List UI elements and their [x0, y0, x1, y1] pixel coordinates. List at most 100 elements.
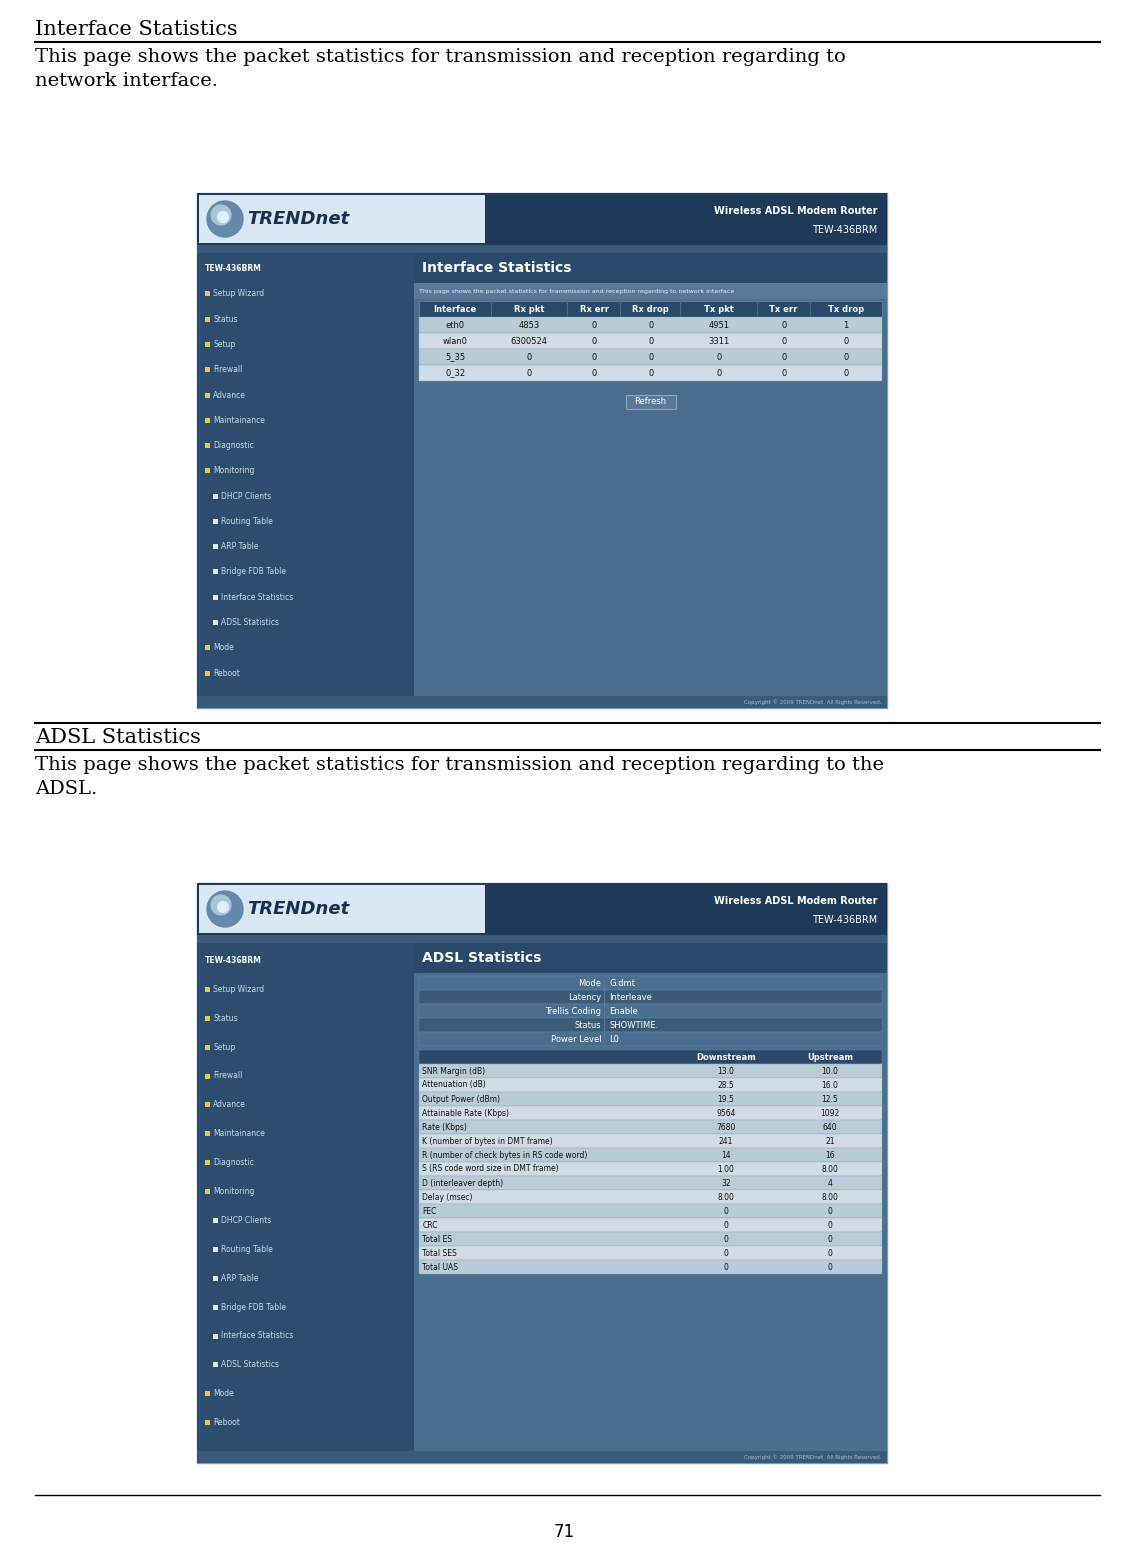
Bar	[205, 1160, 210, 1164]
Text: 0: 0	[781, 369, 786, 378]
Text: Tx drop: Tx drop	[828, 305, 864, 314]
Bar	[420, 1078, 882, 1093]
Text: Wireless ADSL Modem Router: Wireless ADSL Modem Router	[714, 896, 876, 907]
Text: 0: 0	[723, 1207, 729, 1216]
Text: 1092: 1092	[820, 1108, 839, 1118]
Bar	[205, 342, 210, 347]
Text: Interface Statistics: Interface Statistics	[422, 261, 572, 275]
Bar	[420, 302, 882, 317]
Bar	[205, 1102, 210, 1108]
Bar	[197, 883, 887, 935]
Bar	[420, 333, 882, 349]
Circle shape	[218, 211, 228, 222]
Bar	[205, 1044, 210, 1050]
Bar	[205, 986, 210, 993]
Text: 0: 0	[716, 369, 722, 378]
Bar	[420, 317, 882, 333]
Bar	[197, 696, 887, 708]
Bar	[197, 192, 887, 708]
Circle shape	[218, 902, 228, 913]
Bar	[199, 885, 485, 933]
Text: Diagnostic: Diagnostic	[213, 1158, 254, 1168]
Text: 0: 0	[723, 1249, 729, 1258]
Text: Setup: Setup	[213, 1043, 236, 1052]
Text: 241: 241	[719, 1136, 733, 1146]
Text: Bridge FDB Table: Bridge FDB Table	[221, 567, 287, 577]
Bar	[420, 1107, 882, 1121]
Text: 0: 0	[591, 369, 597, 378]
Text: Refresh: Refresh	[635, 397, 667, 406]
Bar	[420, 1003, 882, 1018]
Text: Attenuation (dB): Attenuation (dB)	[422, 1080, 486, 1089]
Bar	[420, 975, 882, 989]
Text: Trellis Coding: Trellis Coding	[546, 1007, 601, 1016]
Bar	[205, 646, 210, 650]
Text: Diagnostic: Diagnostic	[213, 441, 254, 450]
Text: Output Power (dBm): Output Power (dBm)	[422, 1094, 501, 1103]
Text: Copyright © 2009 TRENDnet. All Rights Reserved.: Copyright © 2009 TRENDnet. All Rights Re…	[744, 1454, 882, 1460]
Text: ARP Table: ARP Table	[221, 542, 258, 552]
Bar	[420, 1093, 882, 1107]
Text: Interface Statistics: Interface Statistics	[221, 1332, 293, 1341]
Bar	[420, 349, 882, 366]
Text: TEW-436BRM: TEW-436BRM	[812, 225, 876, 236]
Bar	[420, 1147, 882, 1161]
Text: Setup Wizard: Setup Wizard	[213, 289, 264, 299]
Bar	[420, 1032, 882, 1046]
Bar	[205, 1074, 210, 1078]
Text: 0: 0	[781, 336, 786, 345]
Bar	[414, 253, 887, 283]
Text: 0: 0	[649, 353, 653, 361]
Text: 0: 0	[723, 1221, 729, 1230]
Text: 0: 0	[591, 353, 597, 361]
Text: Interface Statistics: Interface Statistics	[221, 592, 293, 602]
Bar	[205, 1391, 210, 1396]
Bar	[213, 569, 218, 575]
Text: Firewall: Firewall	[213, 366, 243, 374]
Bar	[197, 883, 887, 1463]
Text: 6300524: 6300524	[511, 336, 548, 345]
Circle shape	[208, 891, 243, 927]
Bar	[213, 1275, 218, 1280]
Text: K (number of bytes in DMT frame): K (number of bytes in DMT frame)	[422, 1136, 553, 1146]
Text: Delay (msec): Delay (msec)	[422, 1193, 473, 1202]
Bar	[197, 935, 887, 942]
Text: Maintainance: Maintainance	[213, 416, 265, 425]
Text: Rx err: Rx err	[580, 305, 608, 314]
Text: 0: 0	[844, 369, 848, 378]
Bar	[414, 942, 887, 1463]
Text: 8.00: 8.00	[821, 1193, 838, 1202]
Text: Interface: Interface	[433, 305, 477, 314]
Bar	[420, 1050, 882, 1064]
Text: 28.5: 28.5	[717, 1080, 734, 1089]
Text: CRC: CRC	[422, 1221, 438, 1230]
Text: Enable: Enable	[609, 1007, 638, 1016]
Text: 1: 1	[844, 320, 848, 330]
Text: Rx drop: Rx drop	[633, 305, 669, 314]
Bar	[420, 1175, 882, 1189]
Bar	[420, 1260, 882, 1274]
Bar	[420, 1189, 882, 1204]
Text: Reboot: Reboot	[213, 669, 240, 678]
Bar	[213, 1305, 218, 1310]
Bar	[213, 544, 218, 549]
Text: 0: 0	[716, 353, 722, 361]
Text: SNR Margin (dB): SNR Margin (dB)	[422, 1066, 485, 1075]
Bar	[414, 942, 887, 974]
Bar	[197, 942, 414, 1463]
Text: 14: 14	[721, 1150, 731, 1160]
Text: TRENDnet: TRENDnet	[247, 209, 350, 228]
Bar	[213, 1333, 218, 1338]
Text: TEW-436BRM: TEW-436BRM	[205, 957, 262, 964]
Text: 0: 0	[828, 1263, 832, 1271]
Bar	[205, 417, 210, 424]
Text: 0: 0	[781, 353, 786, 361]
Bar	[205, 291, 210, 297]
Text: 0: 0	[723, 1235, 729, 1244]
Text: 10.0: 10.0	[821, 1066, 838, 1075]
Text: 13.0: 13.0	[717, 1066, 734, 1075]
Bar	[205, 1132, 210, 1136]
Text: Total UAS: Total UAS	[422, 1263, 458, 1271]
Text: ADSL Statistics: ADSL Statistics	[35, 728, 201, 747]
Bar	[420, 1121, 882, 1135]
